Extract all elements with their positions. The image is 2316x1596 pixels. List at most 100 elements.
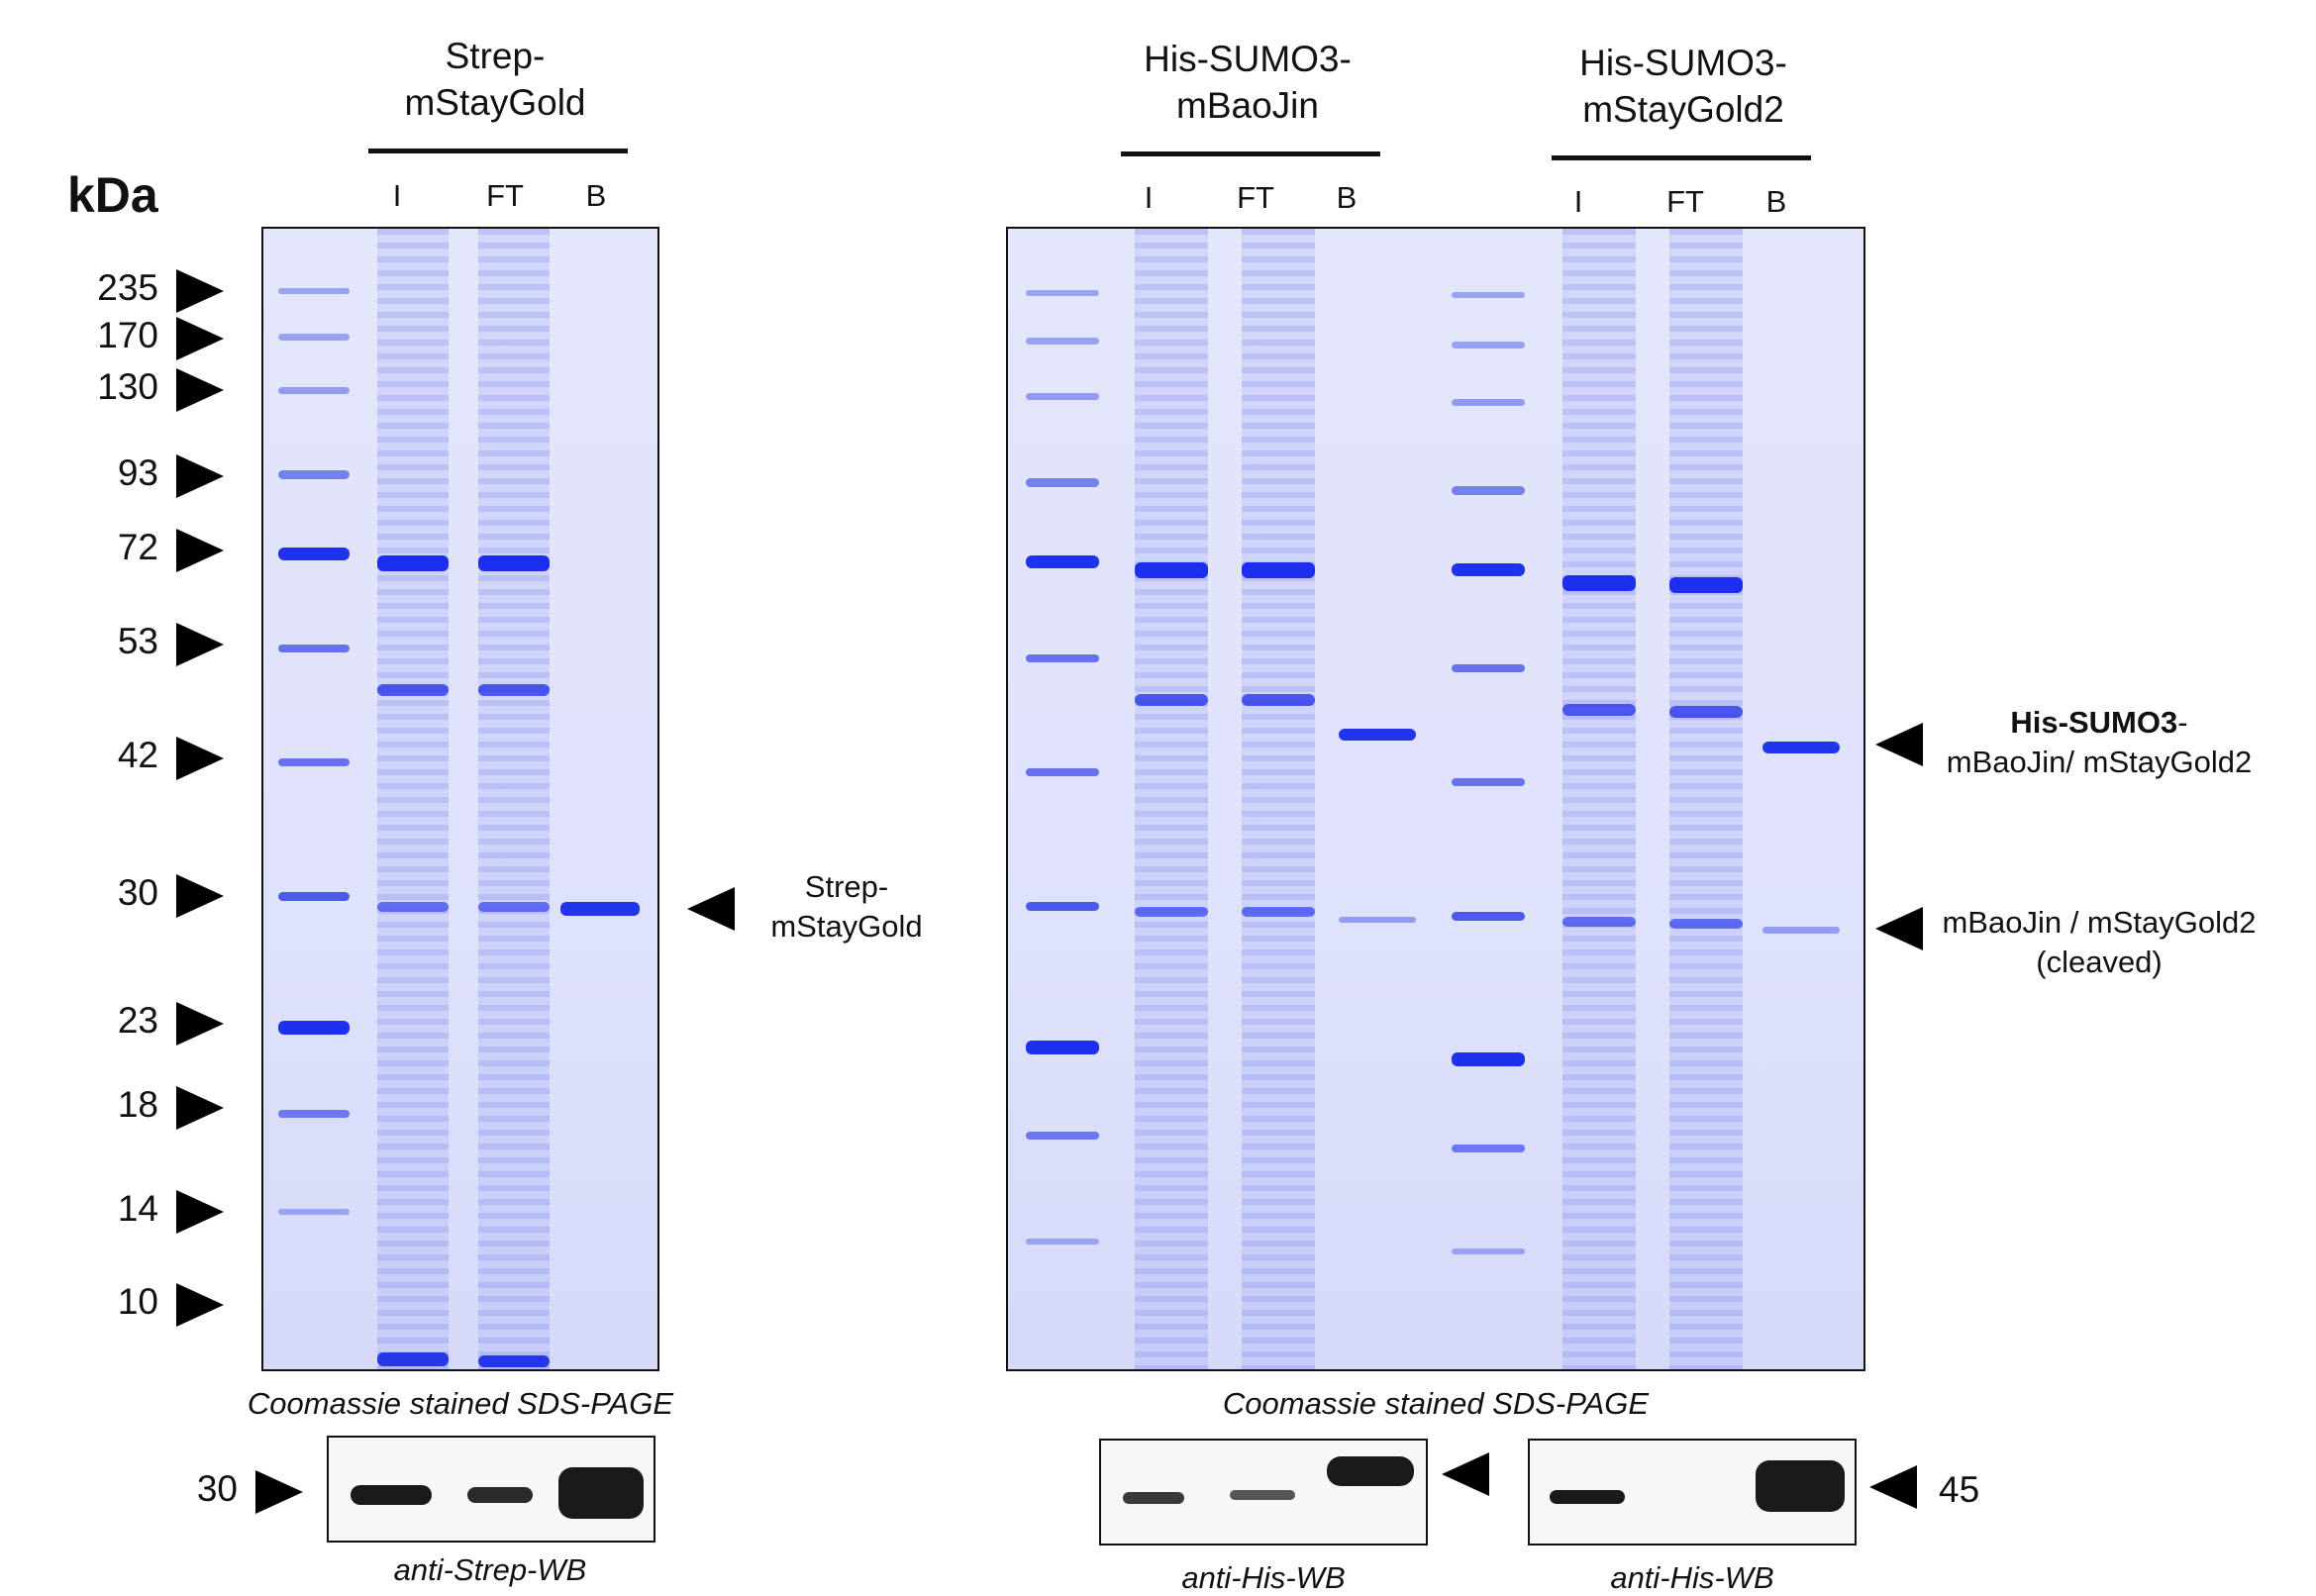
wb-band <box>351 1485 432 1505</box>
band <box>1135 694 1208 706</box>
sample-lane-bound <box>1339 229 1416 1369</box>
ladder-band <box>1452 1248 1525 1254</box>
header-his-sumo3-mbaojin: His-SUMO3- mBaoJin <box>1109 36 1386 129</box>
annotation-line-1: mBaoJin / mStayGold2 <box>1942 905 2257 940</box>
mw-53: 53 <box>117 621 158 661</box>
ladder-band <box>1026 654 1099 662</box>
wb-band <box>558 1467 644 1519</box>
western-blot-strep <box>327 1436 655 1543</box>
mw-30: 30 <box>117 872 158 913</box>
marker-arrow-icon <box>176 454 224 498</box>
sample-lane-input <box>1562 229 1636 1369</box>
header-line-1: Strep- <box>445 36 546 76</box>
ladder-band <box>1026 393 1099 400</box>
annotation-line-2: (cleaved) <box>2036 945 2163 979</box>
mw-170: 170 <box>97 315 158 355</box>
ladder-band <box>278 387 350 394</box>
band <box>478 1355 550 1367</box>
caption-gel-right: Coomassie stained SDS-PAGE <box>1222 1386 1650 1421</box>
marker-arrow-icon <box>255 1470 303 1514</box>
mw-42: 42 <box>117 735 158 775</box>
header-line-2: mBaoJin <box>1176 85 1319 126</box>
band <box>1669 706 1743 718</box>
major-band <box>1562 575 1636 591</box>
gel-left-image <box>261 227 659 1371</box>
ladder-band <box>278 645 350 652</box>
lane-label-flowthrough: FT <box>1237 180 1274 215</box>
header-strep-mstaygold: Strep- mStayGold <box>366 33 624 126</box>
band <box>1135 907 1208 917</box>
target-band <box>1339 729 1416 741</box>
mw-18: 18 <box>117 1084 158 1125</box>
cleaved-band <box>1762 927 1840 934</box>
ladder-band <box>1026 1239 1099 1245</box>
ladder-band <box>1452 1145 1525 1152</box>
lane-label-bound: B <box>1765 184 1787 219</box>
ladder-band <box>278 288 350 294</box>
ladder-band <box>1452 778 1525 786</box>
wb-band <box>467 1487 533 1503</box>
caption-gel-left: Coomassie stained SDS-PAGE <box>247 1386 674 1421</box>
marker-arrow-icon <box>176 529 224 572</box>
ladder-band <box>1452 342 1525 349</box>
ladder-band <box>1026 1132 1099 1140</box>
header-his-sumo3-mstaygold2: His-SUMO3- mStayGold2 <box>1545 40 1822 133</box>
major-band <box>478 555 550 571</box>
band <box>1562 917 1636 927</box>
band <box>377 1352 449 1366</box>
lane-label-input: I <box>1144 180 1154 215</box>
ladder-band <box>278 1209 350 1215</box>
sample-lane-flowthrough <box>1669 229 1743 1369</box>
band <box>1562 704 1636 716</box>
mw-14: 14 <box>117 1188 158 1229</box>
header-line-2: mStayGold2 <box>1582 89 1784 130</box>
kda-label: kDa <box>67 167 158 223</box>
ladder-band <box>1026 478 1099 487</box>
band <box>478 684 550 696</box>
mw-93: 93 <box>117 452 158 493</box>
marker-arrow-icon <box>176 269 224 313</box>
annotation-line-1: His-SUMO3- <box>1931 703 2267 743</box>
wb-band <box>1123 1492 1184 1504</box>
sample-lane-bound <box>560 229 640 1369</box>
caption-wb-his-1: anti-His-WB <box>1181 1560 1346 1595</box>
ladder-band <box>1026 902 1099 911</box>
major-band <box>1242 562 1315 578</box>
major-band <box>1669 577 1743 593</box>
caption-wb-strep: anti-Strep-WB <box>393 1552 587 1587</box>
western-blot-his-mbaojin <box>1099 1439 1428 1546</box>
target-band <box>1762 742 1840 753</box>
marker-arrow-icon <box>176 1190 224 1234</box>
header-line-1: His-SUMO3- <box>1579 43 1787 83</box>
ladder-lane <box>278 229 350 1369</box>
header-bar-baojin <box>1121 151 1380 156</box>
lane-label-input: I <box>1573 184 1583 219</box>
ladder-band <box>278 1021 350 1035</box>
ladder-lane <box>1452 229 1525 1369</box>
ladder-band <box>278 1110 350 1118</box>
marker-arrow-icon <box>176 1002 224 1046</box>
sample-lane-flowthrough <box>1242 229 1315 1369</box>
band <box>377 902 449 912</box>
annotation-line-2: mStayGold <box>770 909 923 944</box>
ladder-band <box>1452 912 1525 921</box>
ladder-band <box>1026 1041 1099 1054</box>
band <box>478 902 550 912</box>
annotation-arrow-icon <box>1875 723 1923 766</box>
annotation-arrow-icon <box>687 887 735 931</box>
wb-band <box>1550 1490 1625 1504</box>
ladder-band <box>1452 1052 1525 1066</box>
annotation-line-2: mBaoJin/ mStayGold2 <box>1946 745 2253 779</box>
wb-band <box>1230 1490 1295 1500</box>
band <box>1242 694 1315 706</box>
sample-lane-bound <box>1762 229 1840 1369</box>
ladder-band <box>1452 399 1525 406</box>
sample-lane-input <box>377 229 449 1369</box>
lane-label-bound: B <box>1336 180 1358 215</box>
caption-wb-his-2: anti-His-WB <box>1610 1560 1774 1595</box>
marker-arrow-icon <box>176 623 224 666</box>
annotation-his-sumo3-full-length: His-SUMO3- mBaoJin/ mStayGold2 <box>1931 703 2267 782</box>
annotation-arrow-icon <box>1442 1452 1489 1496</box>
ladder-band <box>278 470 350 479</box>
sample-lane-flowthrough <box>478 229 550 1369</box>
